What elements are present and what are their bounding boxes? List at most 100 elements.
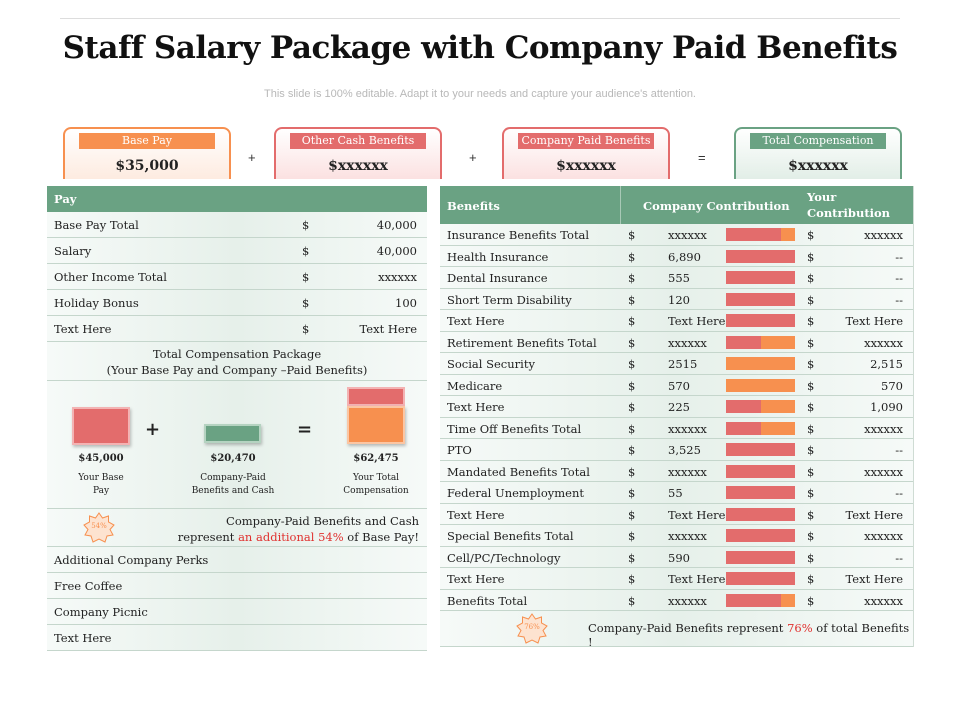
benefits-col-header: Benefits [447,199,500,213]
company-currency: $ [628,378,636,393]
company-contribution-value: Text Here [668,314,726,328]
summary-company-paid-value: $xxxxxx [556,158,616,174]
your-contribution-value: -- [895,292,903,307]
contribution-bar-orange [761,400,795,413]
benefit-label: Cell/PC/Technology [447,550,561,565]
pay-row: Salary $40,000 [47,238,427,264]
your-contribution-value: -- [895,486,903,500]
benefit-label: Time Off Benefits Total [447,421,582,436]
benefit-label: Text Here [447,507,505,522]
perk-item: Free Coffee [47,573,427,599]
benefit-label: Text Here [447,572,505,586]
company-contribution-value: xxxxxx [668,593,707,608]
company-contribution-value: 555 [668,271,690,285]
company-paid-caption-1: Company-Paid [200,473,266,483]
plus-operator: + [248,150,256,165]
contribution-bar-red [726,529,795,542]
company-contribution-value: 590 [668,550,690,565]
benefits-panel: Benefits Company Contribution Your Contr… [440,186,914,649]
your-contribution-value: 1,090 [870,400,903,414]
pay-row-value: 40,000 [376,244,417,258]
benefit-row: Retirement Benefits Total $ xxxxxx $ xxxxxx [440,331,913,353]
benefit-label: Medicare [447,378,503,393]
company-currency: $ [628,572,636,586]
benefit-label: Text Here [447,314,505,328]
your-currency: $ [807,357,815,371]
benefit-label: Dental Insurance [447,271,548,285]
benefit-row: Social Security $2515 $2,515 [440,353,913,375]
company-currency: $ [628,335,636,350]
total-comp-amount: $62,475 [353,453,399,464]
company-contribution-value: 2515 [668,357,698,371]
benefit-row: Time Off Benefits Total $ xxxxxx $ xxxxxx [440,417,913,439]
header-divider [620,186,621,224]
company-currency: $ [628,271,636,285]
pay-row: Holiday Bonus $100 [47,290,427,316]
your-currency: $ [807,507,815,522]
package-title: Total Compensation Package (Your Base Pa… [47,342,427,381]
pay-panel: Pay Base Pay Total $40,000 Salary $40,000 Ot… [47,186,427,651]
benefits-note-text: Company-Paid Benefits represent 76% of t… [588,621,913,649]
company-paid-block [204,424,261,443]
your-contribution-value: 570 [881,378,903,393]
pay-row-label: Salary [54,244,92,258]
benefit-row: Dental Insurance $555 $ -- [440,267,913,289]
company-contribution-value: xxxxxx [668,421,707,436]
benefit-row: Mandated Benefits Total $ xxxxxx $ xxxxxx [440,460,913,482]
company-currency: $ [628,400,636,414]
perk-label: Text Here [54,631,112,645]
perk-label: Company Picnic [54,605,148,619]
pay-row-currency: $ [302,322,310,336]
page-title: Staff Salary Package with Company Paid B… [62,30,898,66]
benefit-row: Health Insurance $6,890 $ -- [440,245,913,267]
company-currency: $ [628,529,636,543]
summary-base-pay-value: $35,000 [115,158,179,174]
benefits-header: Benefits Company Contribution Your Contr… [440,186,913,224]
your-contribution-value: xxxxxx [864,464,903,479]
company-currency: $ [628,550,636,565]
pay-row-value: 40,000 [376,218,417,232]
benefit-label: Benefits Total [447,593,528,608]
your-currency: $ [807,486,815,500]
contribution-bar-red [726,421,761,435]
benefits-note-highlight: 76% [787,621,813,635]
benefit-row: Text Here $ Text Here $ Text Here [440,503,913,525]
company-currency: $ [628,593,636,608]
total-orange-block [347,406,405,444]
pay-note-line2: represent an additional 54% of Base Pay! [178,530,419,544]
your-currency: $ [807,464,815,479]
equals-symbol: = [297,419,313,440]
benefit-label: Short Term Disability [447,292,572,307]
contribution-bar-red [726,271,795,284]
contribution-bar-red [726,228,781,241]
contribution-bar-red [726,486,795,499]
your-currency: $ [807,228,815,242]
benefit-label: Social Security [447,357,535,371]
your-currency: $ [807,421,815,436]
pay-note-line1: Company-Paid Benefits and Cash [226,514,419,528]
benefit-row: Text Here $225 $1,090 [440,396,913,418]
equals-operator: = [698,150,706,165]
your-contribution-value: 2,515 [870,357,903,371]
your-currency: $ [807,593,815,608]
your-contribution-value: -- [895,249,903,264]
badge-star-icon [516,613,548,644]
company-currency: $ [628,292,636,307]
your-col-header-2: Contribution [807,206,891,220]
company-currency: $ [628,314,636,328]
package-title-line1: Total Compensation Package [152,347,322,361]
benefit-row: Text Here $ Text Here $ Text Here [440,310,913,332]
pay-row-value: xxxxxx [378,270,417,284]
your-contribution-value: -- [895,550,903,565]
perk-item: Additional Company Perks [47,547,427,573]
your-contribution-value: xxxxxx [864,335,903,350]
benefit-label: Text Here [447,400,505,414]
your-contribution-value: xxxxxx [864,421,903,436]
company-contribution-value: xxxxxx [668,464,707,479]
benefit-row: Cell/PC/Technology $590 $ -- [440,546,913,568]
company-col-header: Company Contribution [643,199,790,213]
summary-base-pay: Base Pay $35,000 [63,127,231,179]
perks-list: Additional Company Perks Free Coffee Compa… [47,547,427,651]
your-currency: $ [807,572,815,586]
contribution-bar-red [726,443,795,456]
